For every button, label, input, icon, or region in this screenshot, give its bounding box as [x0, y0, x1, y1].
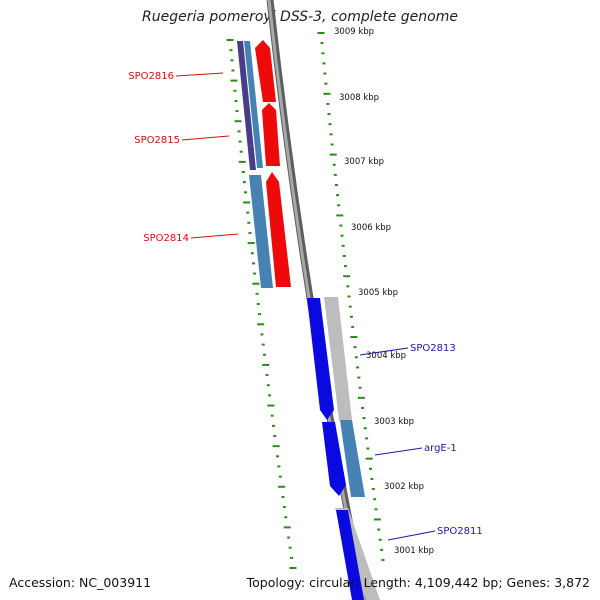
gene-arge-1	[322, 422, 346, 496]
gene-label-spo2815: SPO2815	[134, 135, 180, 146]
feature-cds-blue-1	[244, 41, 263, 168]
gene-spo2813	[307, 298, 334, 420]
accession-text: Accession: NC_003911	[9, 575, 152, 590]
kbp-label: 3003 kbp	[374, 417, 414, 427]
kbp-label: 3008 kbp	[339, 93, 379, 103]
forward-strand-features	[307, 297, 380, 600]
gene-label-spo2811: SPO2811	[437, 526, 483, 537]
gene-label-arge-1: argE-1	[424, 443, 457, 454]
kbp-label: 3005 kbp	[358, 288, 398, 298]
gene-label-spo2813: SPO2813	[410, 343, 456, 354]
feature-cds-grey-1	[324, 297, 352, 420]
kbp-labels: 3009 kbp 3008 kbp 3007 kbp 3006 kbp 3005 kbp…	[334, 27, 434, 556]
kbp-label: 3006 kbp	[351, 223, 391, 233]
map-title: Ruegeria pomeroyi DSS-3, complete genome	[142, 9, 458, 25]
gene-label-spo2816: SPO2816	[128, 71, 174, 82]
kbp-label: 3002 kbp	[384, 482, 424, 492]
scale-ticks	[226, 32, 385, 569]
kbp-label: 3009 kbp	[334, 27, 374, 37]
kbp-label: 3004 kbp	[366, 351, 406, 361]
kbp-label: 3007 kbp	[344, 157, 384, 167]
label-leaders	[175, 72, 436, 541]
gene-label-spo2814: SPO2814	[143, 233, 189, 244]
gene-spo2811	[336, 510, 364, 600]
feature-cds-purple	[237, 41, 256, 170]
feature-cds-blue-2	[249, 175, 273, 288]
kbp-label: 3001 kbp	[394, 546, 434, 556]
gene-spo2816	[255, 40, 276, 102]
reverse-strand-features	[237, 40, 291, 288]
gene-spo2815	[262, 103, 280, 166]
genome-summary-text: Topology: circular; Length: 4,109,442 bp…	[246, 575, 590, 590]
gene-spo2814	[266, 172, 291, 287]
feature-cds-blue-3	[340, 420, 365, 497]
